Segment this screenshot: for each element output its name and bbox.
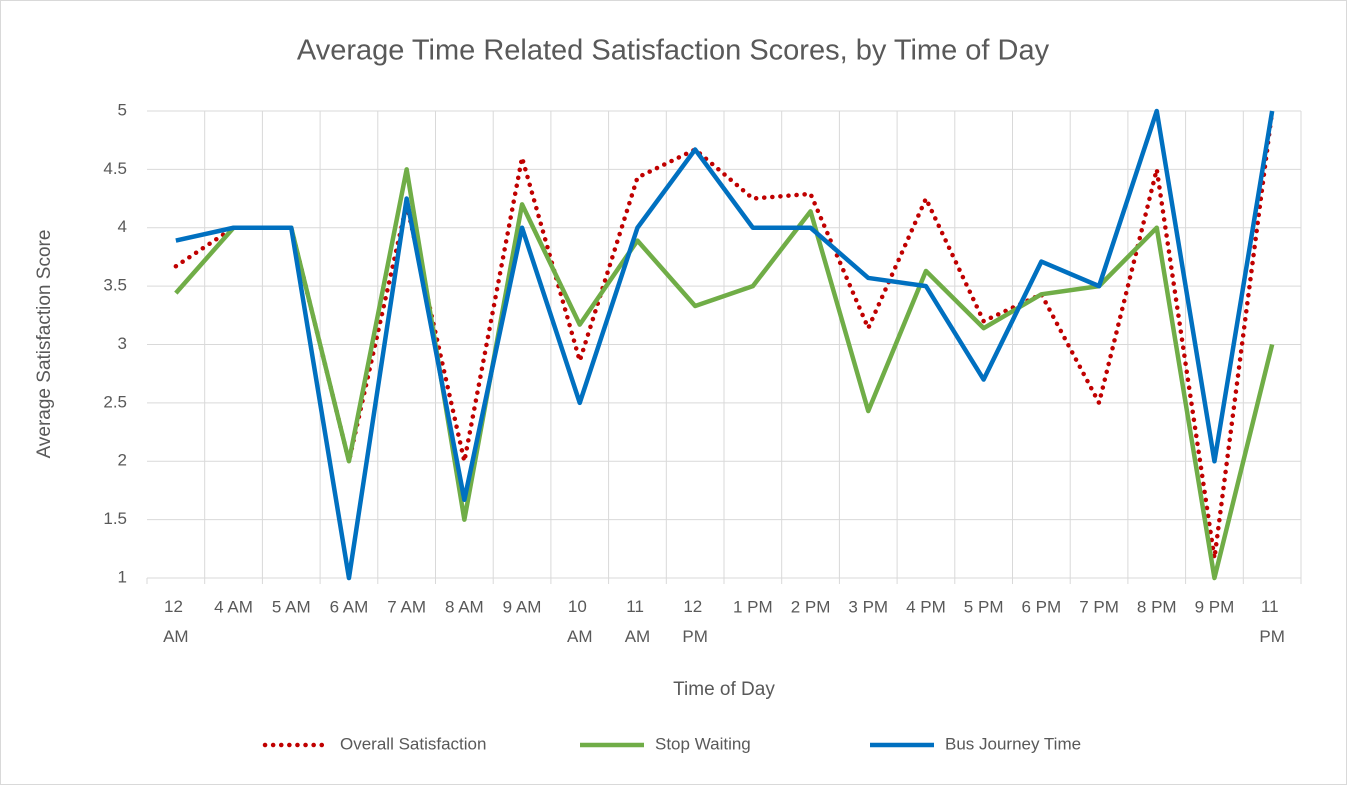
legend-label: Stop Waiting <box>655 734 751 753</box>
series-line <box>175 108 1275 581</box>
x-axis-title: Time of Day <box>673 679 775 700</box>
y-tick-label: 3 <box>118 334 127 353</box>
x-tick-label: 7 AM <box>387 597 426 616</box>
x-tick-label: 9 PM <box>1195 597 1235 616</box>
x-tick-label: 5 AM <box>272 597 311 616</box>
x-tick-label: 6 PM <box>1022 597 1062 616</box>
x-tick-label: 12 AM <box>163 597 189 646</box>
x-tick-label: 7 PM <box>1079 597 1119 616</box>
x-tick-label: 11 AM <box>625 597 651 646</box>
x-tick-label: 8 AM <box>445 597 484 616</box>
legend-label: Bus Journey Time <box>945 734 1081 753</box>
x-tick-label: 9 AM <box>503 597 542 616</box>
x-tick-label: 2 PM <box>791 597 831 616</box>
y-tick-label: 2.5 <box>103 392 127 411</box>
y-tick-label: 4.5 <box>103 159 127 178</box>
legend-label: Overall Satisfaction <box>340 734 486 753</box>
y-tick-label: 1.5 <box>103 509 127 528</box>
x-tick-label: 8 PM <box>1137 597 1177 616</box>
y-tick-label: 4 <box>118 217 127 236</box>
x-tick-label: 12 PM <box>682 597 708 646</box>
x-tick-label: 1 PM <box>733 597 773 616</box>
y-tick-label: 2 <box>118 451 127 470</box>
x-tick-label: 11 PM <box>1259 597 1285 646</box>
y-tick-label: 5 <box>118 100 127 119</box>
x-tick-label: 4 PM <box>906 597 946 616</box>
y-axis-title: Average Satisfaction Score <box>34 230 55 459</box>
x-tick-label: 6 AM <box>330 597 369 616</box>
x-tick-label: 5 PM <box>964 597 1004 616</box>
x-tick-label: 10 AM <box>567 597 593 646</box>
y-tick-label: 3.5 <box>103 276 127 295</box>
series-line <box>174 167 1275 581</box>
y-tick-label: 1 <box>118 567 127 586</box>
x-tick-label: 4 AM <box>214 597 253 616</box>
chart-title: Average Time Related Satisfaction Scores… <box>297 35 1050 67</box>
x-tick-label: 3 PM <box>848 597 888 616</box>
